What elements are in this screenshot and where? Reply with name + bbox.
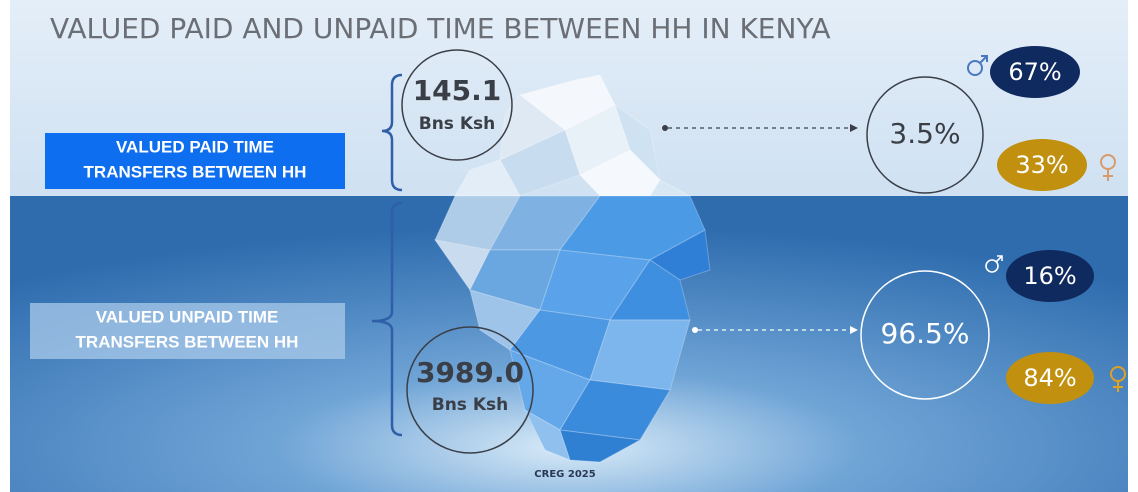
unpaid-unit: Bns Ksh xyxy=(432,395,509,415)
paid-female: 33% xyxy=(1015,151,1068,179)
unpaid-female: 84% xyxy=(1023,364,1076,392)
unpaid-label: TRANSFERS BETWEEN HH xyxy=(76,332,299,351)
paid-label: VALUED PAID TIME xyxy=(116,137,274,156)
unpaid-label: VALUED UNPAID TIME xyxy=(96,307,279,326)
paid-label: TRANSFERS BETWEEN HH xyxy=(84,162,307,181)
paid-share: 3.5% xyxy=(889,117,960,150)
infographic: VALUED PAID AND UNPAID TIME BETWEEN HH I… xyxy=(0,0,1138,492)
title: VALUED PAID AND UNPAID TIME BETWEEN HH I… xyxy=(50,12,831,45)
page: VALUED PAID AND UNPAID TIME BETWEEN HH I… xyxy=(0,0,1138,492)
paid-male: 67% xyxy=(1008,58,1061,86)
paid-amount: 145.1 xyxy=(413,74,502,107)
unpaid-amount: 3989.0 xyxy=(416,356,524,389)
paid-unit: Bns Ksh xyxy=(419,114,496,134)
unpaid-share: 96.5% xyxy=(881,317,970,350)
unpaid-male: 16% xyxy=(1023,262,1076,290)
footer: CREG 2025 xyxy=(534,469,595,480)
